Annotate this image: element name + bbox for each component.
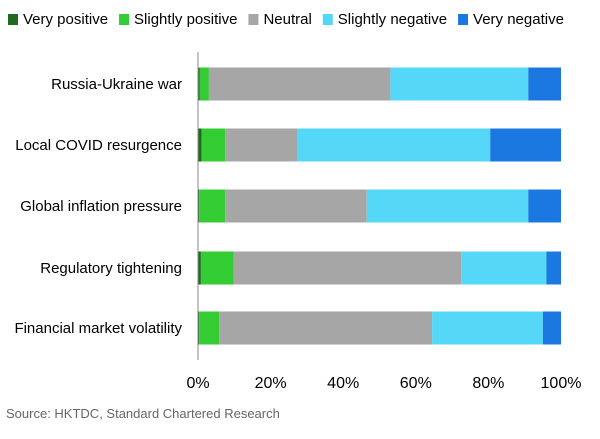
legend-swatch — [8, 14, 18, 25]
bar-segment-neutral — [225, 189, 367, 223]
x-tick-label: 0% — [186, 375, 209, 392]
legend-swatch — [322, 14, 333, 25]
x-tick-label: 100% — [541, 375, 582, 392]
bar-segment-neutral — [219, 311, 433, 345]
bar-segment-very-positive — [198, 189, 200, 223]
bar-segment-slightly-positive — [199, 189, 226, 223]
bar-segment-neutral — [225, 128, 298, 162]
legend-label: Very positive — [23, 11, 108, 28]
category-label: Financial market volatility — [14, 320, 182, 337]
x-tick-label: 20% — [255, 375, 287, 392]
bar-segment-slightly-negative — [297, 128, 491, 162]
bar-segment-very-positive — [198, 311, 200, 345]
bar-segment-slightly-negative — [461, 251, 547, 285]
bar-segment-neutral — [208, 67, 391, 101]
bar-segment-very-negative — [490, 128, 561, 162]
legend-label: Slightly positive — [134, 11, 237, 28]
bar-segment-very-negative — [528, 67, 561, 101]
legend: Very positive Slightly positive Neutral Sli… — [8, 11, 564, 28]
bar-segment-slightly-positive — [201, 128, 226, 162]
bar-segment-slightly-positive — [200, 251, 234, 285]
category-label: Russia-Ukraine war — [51, 76, 182, 93]
bar-segment-very-negative — [542, 311, 561, 345]
bar-segment-neutral — [233, 251, 462, 285]
legend-swatch — [458, 14, 469, 25]
legend-label: Very negative — [473, 11, 564, 28]
bar-segment-slightly-positive — [199, 67, 209, 101]
x-axis-ticks: 0% 20% 40% 60% 80% 100% — [186, 375, 581, 392]
bar-segment-very-negative — [546, 251, 561, 285]
x-tick-label: 60% — [400, 375, 432, 392]
bar-segment-very-positive — [198, 128, 202, 162]
bar-segment-very-positive — [198, 67, 200, 101]
legend-label: Slightly negative — [338, 11, 447, 28]
category-label: Regulatory tightening — [40, 260, 182, 277]
category-labels: Russia-Ukraine war Local COVID resurgence… — [14, 76, 182, 337]
category-label: Local COVID resurgence — [15, 137, 182, 154]
bar-segment-slightly-positive — [199, 311, 220, 345]
bar-segment-slightly-negative — [390, 67, 529, 101]
bar-segment-slightly-negative — [432, 311, 543, 345]
bar-segment-very-negative — [528, 189, 561, 223]
source-note: Source: HKTDC, Standard Chartered Resear… — [6, 406, 280, 421]
legend-label: Neutral — [263, 11, 311, 28]
category-label: Global inflation pressure — [20, 198, 182, 215]
bars — [198, 67, 561, 345]
x-tick-label: 40% — [327, 375, 359, 392]
x-tick-label: 80% — [472, 375, 504, 392]
bar-segment-very-positive — [198, 251, 201, 285]
legend-swatch — [119, 14, 130, 25]
legend-swatch — [248, 14, 259, 25]
bar-segment-slightly-negative — [366, 189, 529, 223]
